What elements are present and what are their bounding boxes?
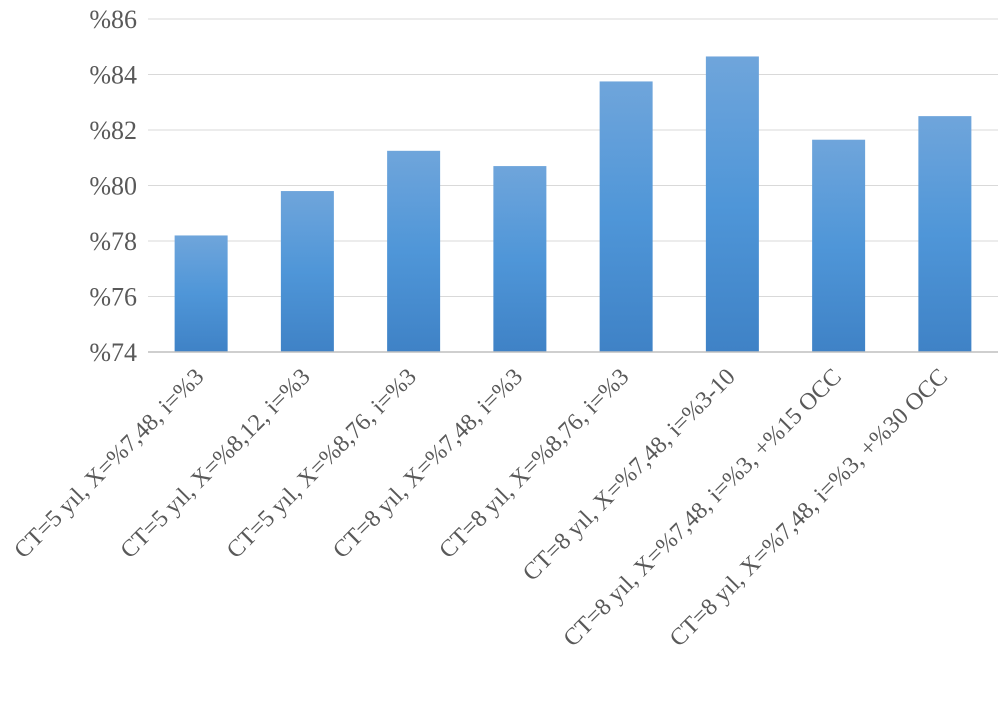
y-tick-label: %78: [89, 227, 137, 256]
y-tick-label: %86: [89, 5, 137, 34]
x-category-label: CT=8 yıl, X=%8,76, i=%3: [435, 364, 635, 564]
y-tick-label: %84: [89, 61, 137, 90]
y-axis-ticks: %74 %76 %78 %80 %82 %84 %86: [89, 5, 137, 367]
bar: [918, 116, 972, 352]
bar: [280, 191, 334, 352]
gridlines: [148, 18, 998, 297]
x-category-label: CT=5 yıl, X=%7,48, i=%3: [10, 364, 210, 564]
bars: [174, 56, 972, 353]
y-tick-label: %76: [89, 283, 137, 312]
x-category-label: CT=8 yıl, X=%7,48, i=%3-10: [518, 364, 740, 586]
x-axis-labels: CT=5 yıl, X=%7,48, i=%3CT=5 yıl, X=%8,12…: [10, 364, 954, 652]
y-tick-label: %74: [89, 338, 137, 367]
bar: [387, 150, 441, 352]
y-tick-label: %80: [89, 172, 137, 201]
bar: [812, 139, 866, 352]
bar: [599, 81, 653, 352]
bar: [174, 235, 228, 352]
x-category-label: CT=8 yıl, X=%7,48, i=%3: [328, 364, 528, 564]
bar: [493, 166, 547, 352]
y-tick-label: %82: [89, 116, 137, 145]
bar: [705, 56, 759, 353]
x-category-label: CT=5 yıl, X=%8,76, i=%3: [222, 364, 422, 564]
x-category-label: CT=5 yıl, X=%8,12, i=%3: [116, 364, 316, 564]
